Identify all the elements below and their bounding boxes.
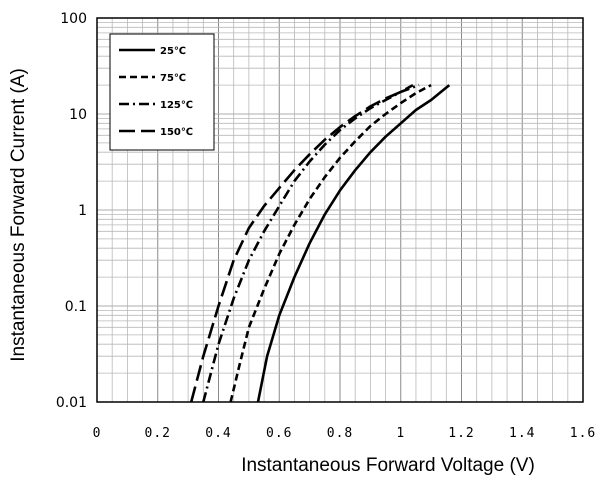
y-tick-label: 1 xyxy=(78,203,87,219)
x-tick-label: 1.2 xyxy=(448,426,474,441)
y-tick-label: 100 xyxy=(60,11,87,27)
legend-label-4: 150℃ xyxy=(160,127,193,138)
series-line-4 xyxy=(189,83,414,403)
x-axis-title: Instantaneous Forward Voltage (V) xyxy=(241,455,535,476)
series-line-3 xyxy=(202,83,420,403)
x-tick-label: 0.4 xyxy=(205,426,231,441)
y-tick-label: 0.01 xyxy=(56,395,87,411)
x-tick-label: 0.6 xyxy=(266,426,292,441)
y-tick-label: 10 xyxy=(69,107,87,123)
series-line-1 xyxy=(256,84,451,403)
plot-frame xyxy=(96,17,584,403)
x-tick-label: 1.6 xyxy=(570,426,596,441)
series-line-2 xyxy=(229,83,432,403)
x-tick-label: 0 xyxy=(93,426,102,441)
x-tick-label: 0.8 xyxy=(327,426,353,441)
tick-labels: 0 0.2 0.4 0.6 0.8 1 1.2 1.4 1.6 0.01 0.1 1 10 100 xyxy=(56,11,596,441)
legend: 25℃ 75℃ 125℃ 150℃ xyxy=(109,33,215,151)
x-tick-label: 0.2 xyxy=(145,426,171,441)
x-tick-label: 1.4 xyxy=(509,426,535,441)
y-tick-label: 0.1 xyxy=(65,299,87,315)
legend-label-1: 25℃ xyxy=(160,46,186,57)
legend-label-2: 75℃ xyxy=(160,73,186,84)
series-lines xyxy=(189,83,451,403)
legend-label-3: 125℃ xyxy=(160,100,193,111)
y-axis-title: Instantaneous Forward Current (A) xyxy=(8,68,29,362)
x-tick-label: 1 xyxy=(396,426,405,441)
